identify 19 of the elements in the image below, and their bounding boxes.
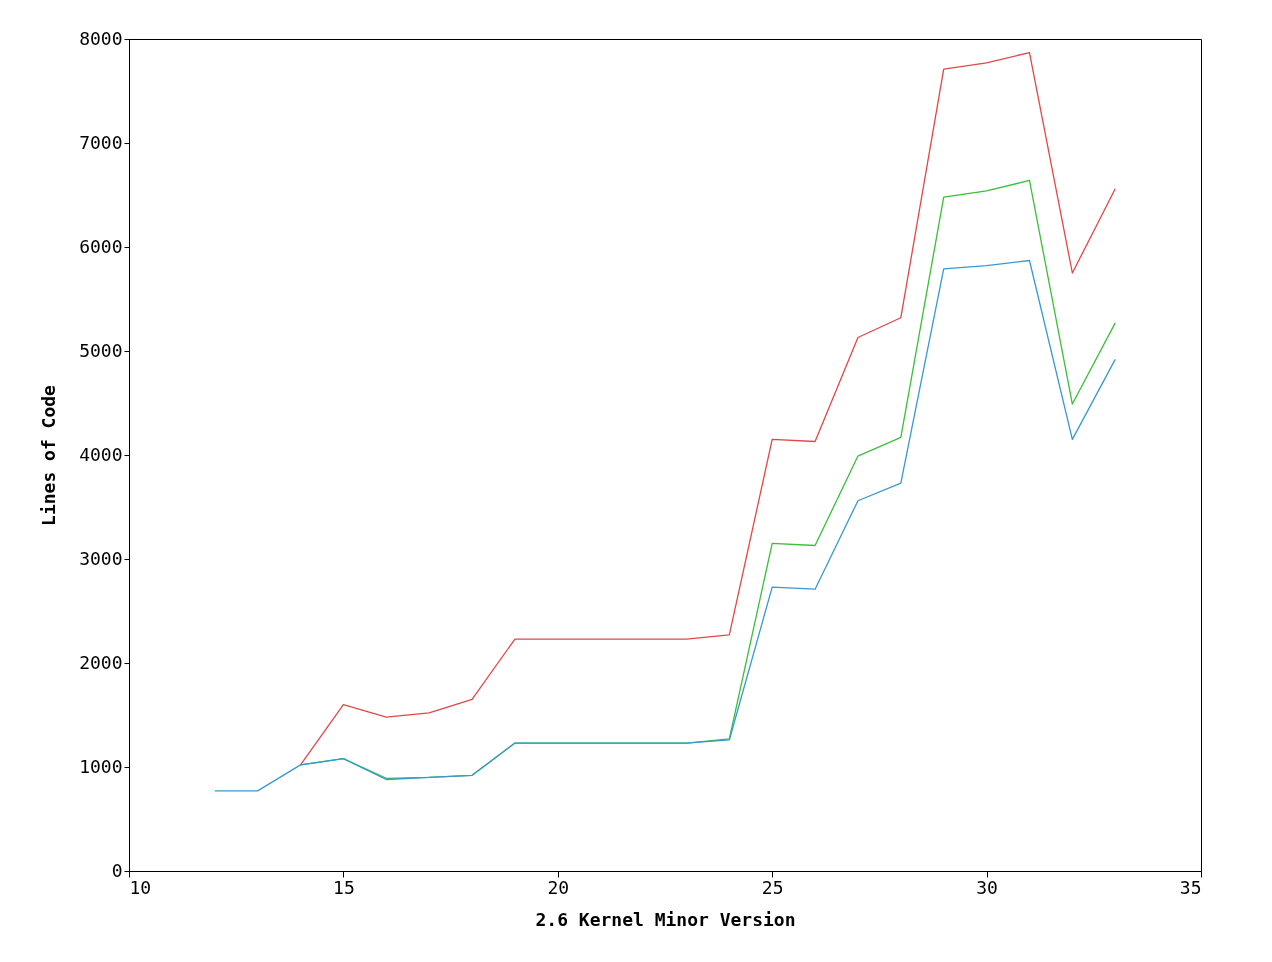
x-axis-title: 2.6 Kernel Minor Version [535, 908, 796, 930]
x-tick-label: 35 [1179, 876, 1202, 898]
y-tick-label: 6000 [79, 235, 123, 257]
y-tick-label: 5000 [79, 339, 123, 361]
y-tick-label: 8000 [79, 27, 123, 49]
y-tick-label: 1000 [79, 755, 123, 777]
y-axis-title: Lines of Code [38, 384, 60, 526]
x-tick-label: 30 [976, 876, 998, 898]
line-series [299, 51, 1116, 766]
y-tick-label: 7000 [79, 131, 123, 153]
x-tick-label: 20 [547, 876, 570, 898]
y-tick-label: 0 [111, 859, 123, 881]
x-tick-label: 25 [761, 876, 784, 898]
y-tick-label: 4000 [79, 443, 123, 465]
y-tick-label: 2000 [79, 651, 123, 673]
y-tick-label: 3000 [79, 547, 123, 569]
x-tick-label: 15 [333, 876, 355, 898]
line-series [214, 259, 1116, 792]
x-tick-label: 10 [129, 876, 152, 898]
